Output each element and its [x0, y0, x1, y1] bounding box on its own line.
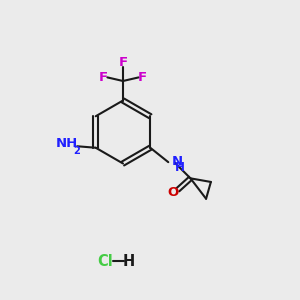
Text: O: O — [167, 186, 178, 199]
Text: F: F — [99, 70, 108, 84]
Text: H: H — [174, 161, 184, 174]
Text: F: F — [118, 56, 127, 69]
Text: F: F — [138, 70, 147, 84]
Text: Cl: Cl — [97, 254, 113, 268]
Text: NH: NH — [56, 137, 78, 150]
Text: H: H — [123, 254, 135, 268]
Text: N: N — [172, 155, 183, 168]
Text: 2: 2 — [74, 146, 80, 156]
